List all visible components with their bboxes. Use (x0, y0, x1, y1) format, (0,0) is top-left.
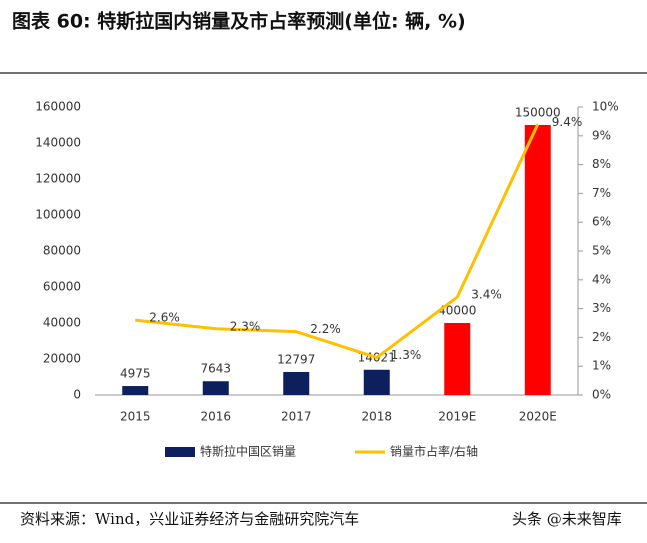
bar (363, 369, 390, 395)
legend-label: 销量市占率/右轴 (390, 444, 478, 459)
y2-tick-label: 10% (592, 100, 619, 114)
source: 资料来源：Wind，兴业证券经济与金融研究院汽车 (20, 510, 359, 528)
y-tick-label: 120000 (35, 172, 81, 186)
y-tick-label: 160000 (35, 100, 81, 114)
y2-tick-label: 6% (592, 215, 611, 229)
line-value-label: 2.2% (310, 322, 341, 336)
y-tick-label: 100000 (35, 208, 81, 222)
y-tick-label: 80000 (43, 244, 81, 258)
bar-value-label: 7643 (200, 362, 231, 376)
legend-label: 特斯拉中国区销量 (200, 444, 296, 459)
y2-tick-label: 4% (592, 272, 611, 286)
bar (444, 323, 471, 395)
y2-tick-label: 5% (592, 244, 611, 258)
watermark: 头条 @未来智库 (512, 510, 622, 528)
y-tick-label: 140000 (35, 136, 81, 150)
bar-value-label: 4975 (120, 367, 151, 381)
y-tick-label: 0 (73, 388, 81, 402)
bar (283, 371, 310, 395)
chart-title: 图表 60: 特斯拉国内销量及市占率预测(单位: 辆, %) (12, 10, 466, 33)
y2-tick-label: 3% (592, 301, 611, 315)
y-tick-label: 20000 (43, 352, 81, 366)
bar-value-label: 12797 (277, 352, 315, 366)
legend-swatch (165, 447, 195, 457)
line-value-label: 1.3% (391, 348, 422, 362)
line-value-label: 2.3% (230, 319, 261, 333)
y-tick-label: 40000 (43, 316, 81, 330)
x-tick-label: 2018 (361, 410, 392, 424)
x-tick-label: 2017 (281, 410, 312, 424)
y2-tick-label: 2% (592, 330, 611, 344)
bar-value-label: 150000 (515, 106, 561, 120)
x-tick-label: 2020E (519, 410, 557, 424)
y2-tick-label: 8% (592, 157, 611, 171)
y2-tick-label: 1% (592, 359, 611, 373)
y2-tick-label: 9% (592, 128, 611, 142)
bar (122, 386, 149, 395)
y-tick-label: 60000 (43, 280, 81, 294)
x-tick-label: 2015 (120, 410, 151, 424)
y2-tick-label: 7% (592, 186, 611, 200)
y2-tick-label: 0% (592, 388, 611, 402)
line-series (135, 123, 540, 360)
x-tick-label: 2019E (438, 410, 476, 424)
bar-value-label: 40000 (438, 304, 476, 318)
line-value-label: 3.4% (471, 288, 502, 302)
line-value-label: 2.6% (149, 311, 180, 325)
bar (524, 125, 551, 395)
x-tick-label: 2016 (200, 410, 231, 424)
bar (202, 381, 229, 395)
line-value-label: 9.4% (552, 115, 583, 129)
